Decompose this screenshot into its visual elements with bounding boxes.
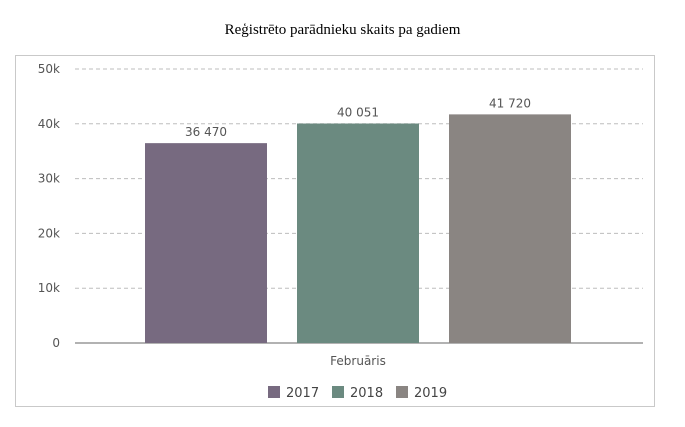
y-tick-label: 20k xyxy=(38,226,60,240)
legend-swatch xyxy=(396,386,408,398)
legend-item-2019[interactable]: 2019 xyxy=(396,386,447,401)
x-category-label: Februāris xyxy=(330,354,386,368)
y-tick-label: 10k xyxy=(38,281,60,295)
legend-swatch xyxy=(332,386,344,398)
y-tick-label: 0 xyxy=(52,336,60,350)
legend-label: 2019 xyxy=(414,386,447,401)
data-label-2018: 40 051 xyxy=(337,106,379,120)
bar-2018 xyxy=(297,123,419,343)
legend-label: 2018 xyxy=(350,386,383,401)
legend-item-2018[interactable]: 2018 xyxy=(332,386,383,401)
data-label-2019: 41 720 xyxy=(489,96,531,110)
bar-2017 xyxy=(145,143,267,343)
data-label-2017: 36 470 xyxy=(185,125,227,139)
legend-item-2017[interactable]: 2017 xyxy=(268,386,319,401)
y-tick-label: 30k xyxy=(38,172,60,186)
legend-label: 2017 xyxy=(286,386,319,401)
bar-2019 xyxy=(449,114,571,344)
legend-swatch xyxy=(268,386,280,398)
chart-title: Reģistrēto parādnieku skaits pa gadiem xyxy=(224,22,461,38)
chart-frame xyxy=(15,55,655,407)
y-tick-label: 50k xyxy=(38,62,60,76)
y-tick-label: 40k xyxy=(38,117,60,131)
